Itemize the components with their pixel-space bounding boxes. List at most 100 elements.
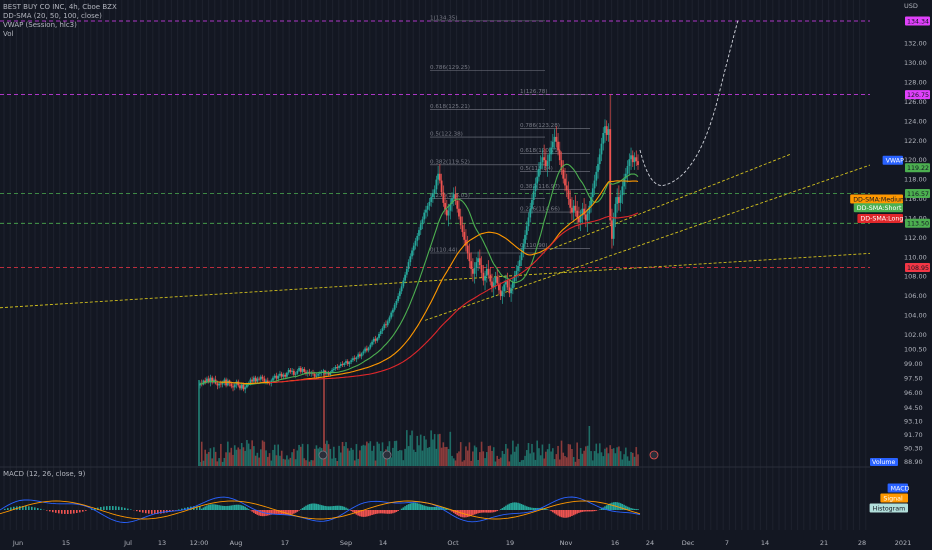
macd-histogram-bar xyxy=(305,505,307,510)
symbol-legend[interactable]: BEST BUY CO INC, 4h, Cboe BZX DD-SMA (20… xyxy=(3,3,117,39)
macd-histogram-bar xyxy=(28,506,30,510)
indicator-sma[interactable]: DD-SMA (20, 50, 100, close) xyxy=(3,12,102,20)
fib-label: 0.786(123.28) xyxy=(520,123,560,129)
volume-bar xyxy=(244,450,246,466)
macd-histogram-bar xyxy=(412,502,415,510)
fib-label: 0(110.90) xyxy=(520,243,548,249)
macd-histogram-bar xyxy=(480,510,483,513)
macd-histogram-bar xyxy=(562,510,565,518)
macd-pane xyxy=(0,466,932,523)
candle-body xyxy=(635,157,638,162)
candle-body xyxy=(628,159,631,167)
macd-histogram-bar xyxy=(367,510,370,517)
volume-bar xyxy=(496,455,499,466)
volume-bar xyxy=(598,443,601,466)
candle-body xyxy=(291,370,294,372)
macd-histogram-bar xyxy=(151,510,153,514)
indicator-volume[interactable]: Vol xyxy=(3,30,14,38)
macd-histogram-bar xyxy=(621,503,624,510)
macd-histogram-bar xyxy=(67,510,69,514)
macd-histogram-bar xyxy=(400,508,403,510)
fib-label: 0.382(116.97) xyxy=(520,184,560,190)
macd-histogram-bar xyxy=(320,505,323,510)
macd-histogram-bar xyxy=(623,504,625,510)
volume-bar xyxy=(480,441,483,466)
candle-body xyxy=(442,192,445,203)
volume-bar xyxy=(404,448,406,466)
volume-bar xyxy=(305,460,307,466)
volume-bar xyxy=(399,450,401,466)
volume-bar xyxy=(571,448,573,466)
macd-histogram-bar xyxy=(317,504,319,510)
macd-histogram-bar xyxy=(439,506,441,510)
candle-body xyxy=(503,284,506,292)
candle-body xyxy=(611,220,613,239)
candle-body xyxy=(433,189,436,194)
volume-bar xyxy=(230,447,233,466)
macd-histogram-bar xyxy=(211,504,213,510)
candle-body xyxy=(398,291,401,297)
candle-body xyxy=(393,304,396,310)
macd-histogram-bar xyxy=(605,505,608,510)
macd-histogram-bar xyxy=(339,505,342,510)
macd-histogram-bar xyxy=(588,510,591,512)
macd-histogram-bar xyxy=(456,510,459,516)
volume-bar xyxy=(552,448,554,466)
volume-bar xyxy=(461,461,464,466)
volume-bar xyxy=(258,457,260,466)
candle-body xyxy=(313,373,316,377)
candle-body xyxy=(402,280,405,287)
time-axis[interactable]: Jun 15 Jul 13 12:00 Aug 17 Sep 14 Oct 19 Nov 16 24 Dec… xyxy=(12,539,911,547)
volume-bar xyxy=(232,454,234,466)
macd-title: MACD (12, 26, close, 9) xyxy=(3,470,86,478)
macd-histogram-bar xyxy=(230,505,233,510)
volume-bar xyxy=(235,449,238,466)
candle-body xyxy=(275,375,278,379)
time-tick-label: 24 xyxy=(646,539,654,547)
price-axis[interactable]: 132.00 130.00 128.00 126.00 124.00 122.00 120.… xyxy=(870,0,932,550)
macd-histogram-bar xyxy=(334,505,337,510)
volume-bar xyxy=(607,453,610,466)
candle-body xyxy=(541,157,544,163)
price-tick-label: 116.00 xyxy=(904,195,927,203)
macd-tag-label: MACD xyxy=(891,485,910,492)
macd-histogram-bar xyxy=(258,510,260,516)
time-tick-label: 7 xyxy=(725,539,729,547)
volume-bar xyxy=(548,443,551,466)
currency-label: USD xyxy=(904,2,918,10)
macd-histogram-bar xyxy=(383,510,386,514)
macd-histogram-bar xyxy=(70,510,72,514)
volume-bar xyxy=(294,459,297,466)
candle-body xyxy=(527,217,530,227)
volume-bar xyxy=(522,459,525,466)
macd-histogram-bar xyxy=(237,504,240,510)
macd-histogram-bar xyxy=(289,510,292,515)
macd-histogram-bar xyxy=(512,502,514,510)
volume-bar xyxy=(574,461,577,466)
fib-label: 0.236(116.03) xyxy=(430,193,470,199)
macd-histogram-bar xyxy=(428,506,431,510)
price-tick-label: 102.00 xyxy=(904,331,927,339)
candle-body xyxy=(392,309,394,313)
macd-histogram-bar xyxy=(574,510,577,515)
volume-bar xyxy=(233,445,236,466)
volume-bar xyxy=(463,460,465,466)
volume-bar xyxy=(592,460,594,466)
indicator-vwap[interactable]: VWAP (Session, hlc3) xyxy=(3,21,77,29)
macd-histogram-bar xyxy=(256,510,259,515)
candle-body xyxy=(364,348,367,352)
macd-histogram-bar xyxy=(294,510,297,513)
candle-body xyxy=(463,232,466,240)
macd-histogram-bar xyxy=(124,507,126,510)
macd-histogram-bar xyxy=(97,507,99,510)
volume-bar xyxy=(379,451,382,466)
time-tick-label: 15 xyxy=(62,539,70,547)
macd-histogram-bar xyxy=(115,506,117,510)
macd-legend[interactable]: MACD (12, 26, close, 9) xyxy=(3,470,85,479)
candle-body xyxy=(273,375,276,378)
candle-body xyxy=(395,300,398,305)
macd-histogram-bar xyxy=(543,508,545,510)
candle-body xyxy=(555,136,558,142)
candle-body xyxy=(551,141,554,148)
